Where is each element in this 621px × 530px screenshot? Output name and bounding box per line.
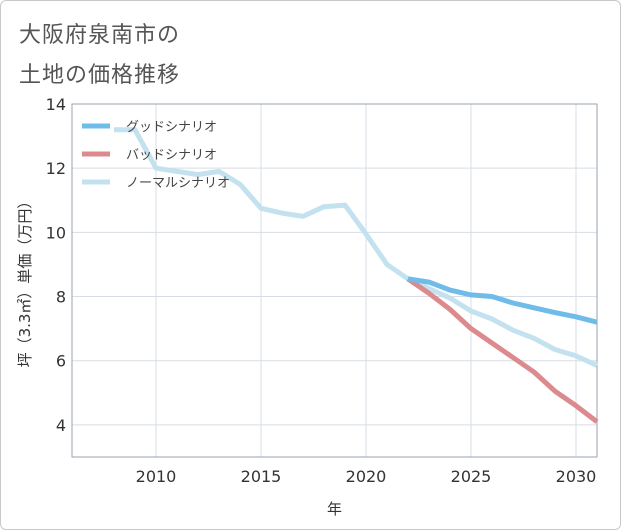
y-tick-labels: 4 6 8 10 12 14 [46, 95, 66, 435]
y-tick-label: 12 [46, 159, 66, 178]
series-line-1 [406, 276, 599, 424]
x-tick-label: 2010 [136, 467, 177, 486]
x-tick-label: 2030 [556, 467, 597, 486]
grid-lines [72, 103, 597, 457]
series-lines [114, 127, 599, 424]
legend-label: グッドシナリオ [126, 120, 217, 135]
plot-frame [71, 103, 598, 458]
y-tick-label: 6 [56, 352, 66, 371]
legend-label: バッドシナリオ [126, 148, 217, 163]
series-line-2 [114, 127, 599, 368]
x-tick-label: 2015 [241, 467, 282, 486]
y-axis-label: 坪（3.3㎡）単価（万円） [16, 194, 34, 368]
x-tick-labels: 2010 2015 2020 2025 2030 [136, 467, 597, 486]
legend-label: ノーマルシナリオ [126, 176, 230, 191]
chart-title-line2: 土地の価格推移 [19, 63, 181, 88]
x-axis-label: 年 [327, 500, 342, 518]
y-tick-label: 8 [56, 288, 66, 307]
y-tick-label: 14 [46, 95, 66, 114]
y-tick-label: 10 [46, 223, 66, 242]
chart-title-line1: 大阪府泉南市の [19, 23, 181, 48]
series-line-0 [407, 276, 598, 325]
x-tick-label: 2025 [451, 467, 492, 486]
y-tick-label: 4 [56, 416, 66, 435]
x-tick-label: 2020 [346, 467, 387, 486]
